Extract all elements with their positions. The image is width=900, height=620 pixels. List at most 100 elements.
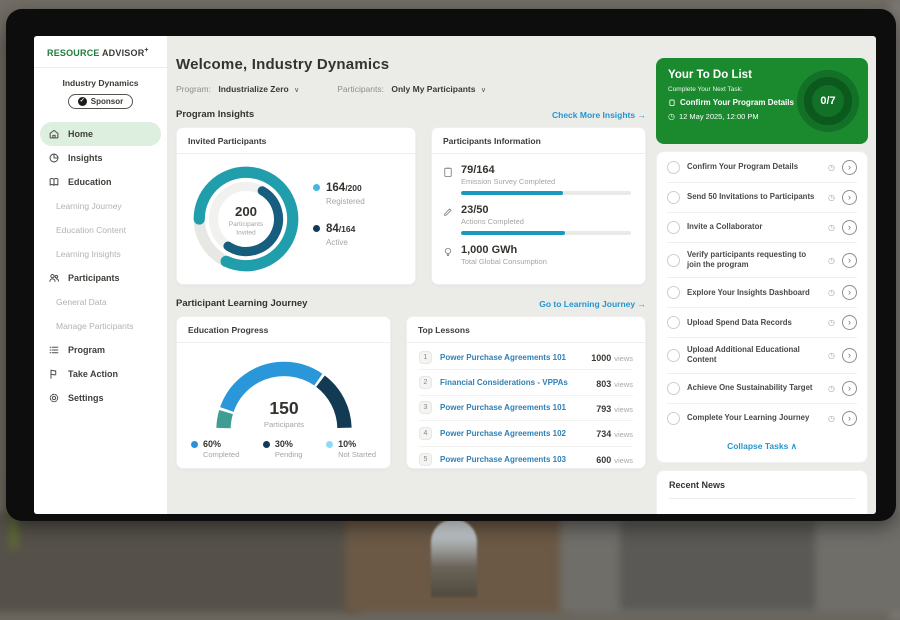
sidebar-item-label: Education [68,177,112,187]
education-progress-card: Education Progress 150 Participants 60% C… [176,316,391,469]
progress-track [461,191,631,195]
task-checkbox[interactable] [667,381,680,395]
sidebar-item-participants[interactable]: Participants [34,266,167,290]
sidebar-item-education-content[interactable]: Education Content [34,218,167,242]
task-label: Send 50 Invitations to Participants [687,192,815,202]
chevron-right-icon: › [848,349,851,360]
lesson-link[interactable]: Power Purchase Agreements 103 [440,454,566,464]
task-chevron-button[interactable]: › [842,410,857,426]
legend-value: 164 [326,182,346,194]
main-content: Welcome, Industry Dynamics Program: Indu… [176,36,646,514]
task-chevron-button[interactable]: › [842,315,857,331]
task-checkbox[interactable] [667,348,680,362]
lesson-link[interactable]: Financial Considerations - VPPAs [440,378,568,388]
sidebar-item-learning-journey[interactable]: Learning Journey [34,194,167,218]
clock-icon: ◷ [828,288,835,298]
task-chevron-button[interactable]: › [842,380,857,396]
sidebar-item-label: Participants [68,273,120,283]
todo-hero-card: Your To Do List Complete Your Next Task:… [656,58,868,144]
sidebar-item-education[interactable]: Education [34,170,167,194]
legend-dot [313,183,320,191]
sidebar-item-manage-participants[interactable]: Manage Participants [34,314,167,338]
gauge-segment-pending [215,361,352,430]
program-filter-value[interactable]: Industrialize Zero [218,84,289,94]
info-label: Actions Completed [461,217,524,226]
sponsor-badge[interactable]: ✓ Sponsor [67,94,134,109]
section-title: Program Insights [176,109,255,120]
monitor-stand [431,519,477,597]
sidebar-item-insights[interactable]: Insights [34,146,167,170]
gear-icon [49,393,59,403]
clock-icon: ◷ [668,112,675,121]
task-checkbox[interactable] [667,221,680,234]
task-row: Verify participants requesting to join t… [667,243,857,279]
task-chevron-button[interactable]: › [842,252,857,268]
task-row: Confirm Your Program Details ◷ › [667,153,857,183]
sidebar-item-general-data[interactable]: General Data [34,290,167,314]
clock-icon: ◷ [828,193,835,202]
program-filter[interactable]: Program: Industrialize Zero ∨ [176,84,299,94]
go-to-learning-journey-link[interactable]: Go to Learning Journey → [539,299,646,309]
lesson-link[interactable]: Power Purchase Agreements 102 [440,428,566,438]
lesson-row: 1 Power Purchase Agreements 101 1000 view… [419,345,633,371]
check-more-insights-link[interactable]: Check More Insights → [552,110,646,120]
progress-track [461,231,631,235]
views-count: 734 [596,429,612,440]
legend-item-active: 84/164 Active [313,219,365,247]
sidebar-item-program[interactable]: Program [34,338,167,362]
org-name: Industry Dynamics [62,78,139,88]
legend-item-completed: 60% Completed [191,439,239,459]
legend-label: Pending [274,450,303,459]
clock-icon: ◷ [828,163,835,172]
card-title: Participants Information [432,128,645,154]
sidebar-subitem-label: General Data [56,297,107,307]
invited-donut-chart: 200 Participants Invited [193,166,299,272]
sidebar-item-learning-insights[interactable]: Learning Insights [34,242,167,266]
task-checkbox[interactable] [667,411,680,425]
task-chevron-button[interactable]: › [842,347,857,363]
lesson-link[interactable]: Power Purchase Agreements 101 [440,403,566,413]
participants-filter-value[interactable]: Only My Participants [391,84,476,94]
donut-center-label: Participants [229,221,264,228]
sidebar-item-label: Take Action [68,369,119,379]
task-chevron-button[interactable]: › [842,160,857,175]
rank-badge: 1 [419,350,432,364]
sidebar-divider [34,67,167,68]
sidebar-item-take-action[interactable]: Take Action [34,362,167,386]
donut-center-value: 200 [235,204,257,219]
legend-dot [326,441,334,448]
task-checkbox[interactable] [667,286,680,300]
task-row: Invite a Collaborator ◷ › [667,213,857,243]
task-chevron-button[interactable]: › [842,220,857,235]
task-label: Upload Additional Educational Content [687,345,800,365]
task-label: Invite a Collaborator [687,222,763,232]
task-checkbox[interactable] [667,161,680,174]
info-value: 23/50 [461,204,489,216]
legend-item-not-started: 10% Not Started [326,439,376,459]
lesson-link[interactable]: Power Purchase Agreements 101 [440,352,566,362]
sidebar-item-settings[interactable]: Settings [34,386,167,410]
views-unit: views [614,379,633,389]
sidebar-item-home[interactable]: Home [40,122,161,146]
task-chevron-button[interactable]: › [842,285,857,301]
recent-news-card: Recent News [656,469,868,514]
todo-title: Your To Do List [668,69,752,81]
sidebar-nav: Home Insights Education Learning Journey… [34,122,167,410]
gauge-center-label: Participants [263,420,303,429]
donut-ring-active [208,181,284,257]
task-checkbox[interactable] [667,191,680,204]
task-checkbox[interactable] [667,253,680,267]
chevron-right-icon: › [848,192,851,202]
donut-ring-registered [193,166,299,272]
task-chevron-button[interactable]: › [842,190,857,205]
room-background-shadow [620,520,815,610]
chevron-right-icon: › [848,317,851,328]
recent-news-divider [669,497,855,499]
info-value: 79/164 [461,164,495,176]
collapse-tasks-link[interactable]: Collapse Tasks ∧ [667,433,857,461]
participants-filter[interactable]: Participants: Only My Participants ∨ [337,84,486,94]
task-checkbox[interactable] [667,316,680,330]
clock-icon: ◷ [828,223,835,232]
progress-fill [461,231,565,235]
sidebar-subitem-label: Learning Journey [56,201,122,211]
